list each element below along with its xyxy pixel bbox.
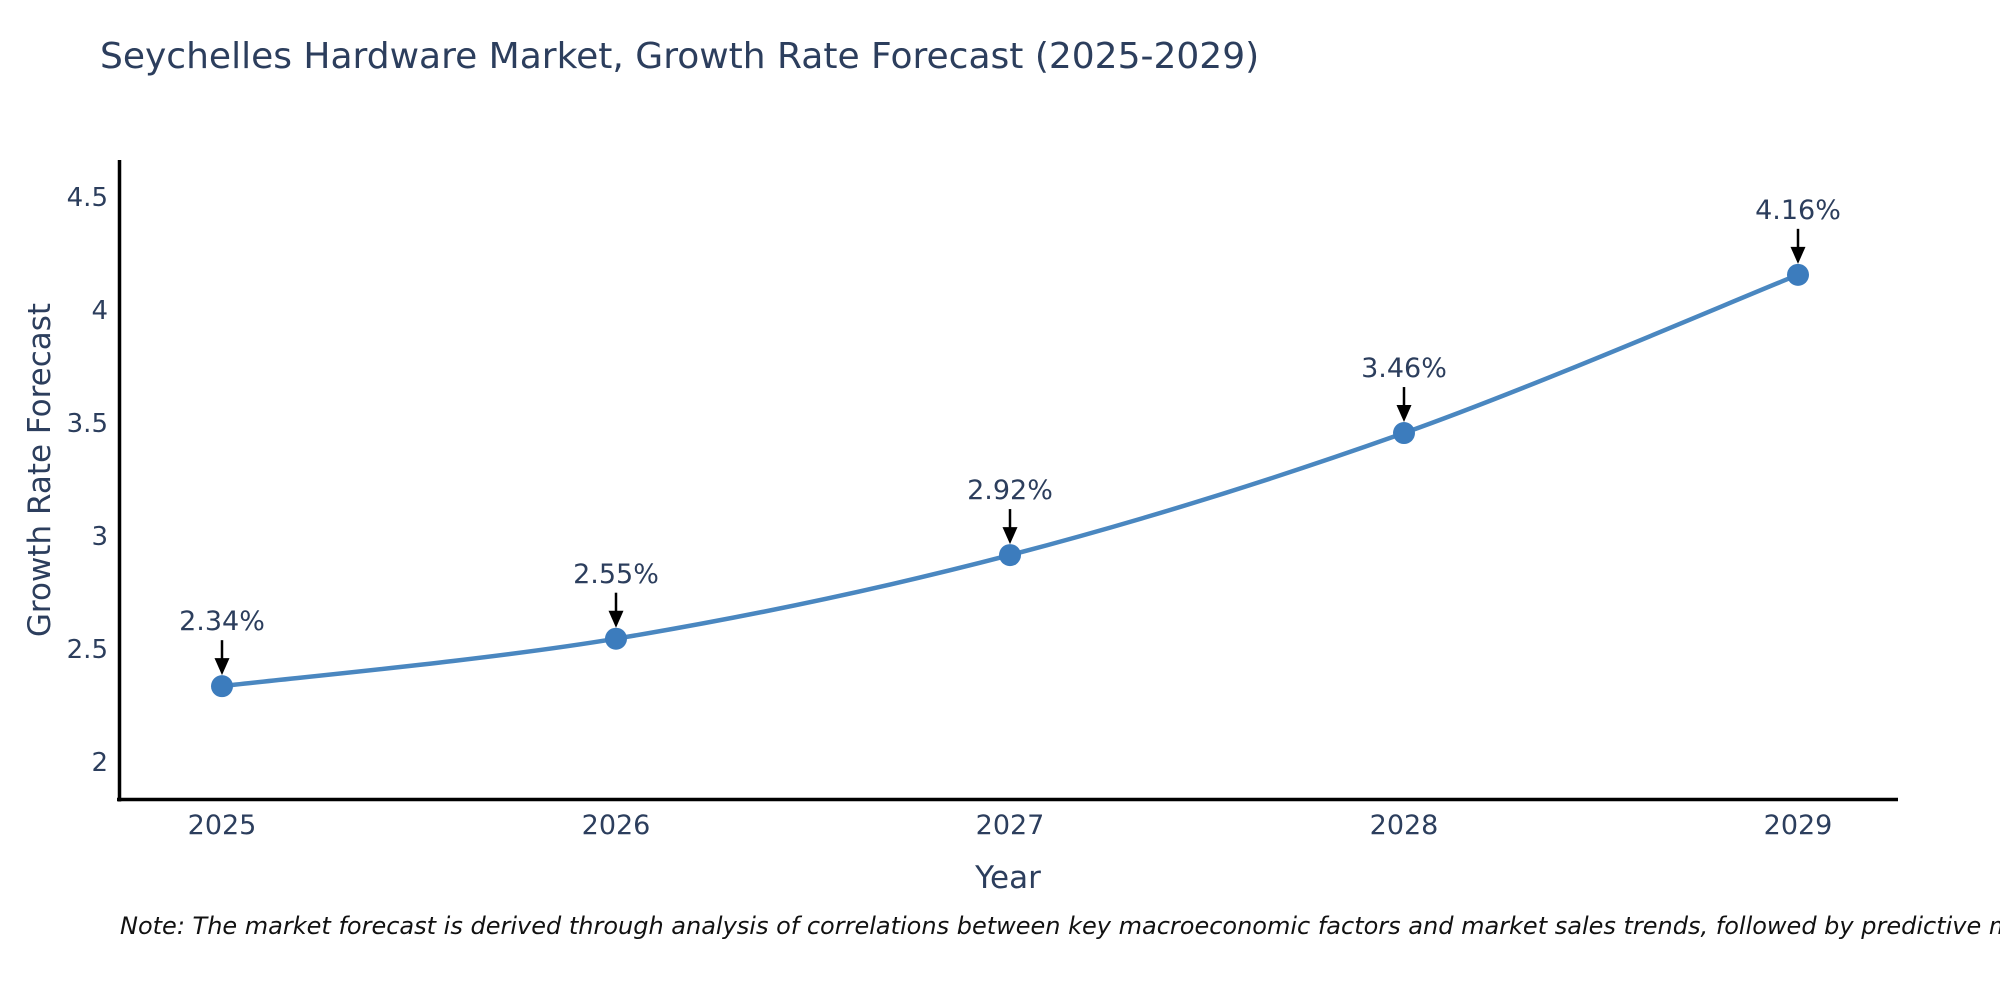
point-annotation: 2.34% [179, 606, 265, 638]
annotation-arrowhead-icon [1396, 405, 1412, 423]
data-point-marker[interactable] [1393, 422, 1415, 445]
x-tick-label: 2025 [187, 810, 257, 841]
point-annotation: 2.92% [967, 475, 1053, 507]
annotation-arrowhead-icon [1790, 246, 1806, 264]
point-annotation: 3.46% [1361, 353, 1447, 385]
x-tick-label: 2028 [1369, 810, 1439, 841]
point-annotation: 4.16% [1755, 194, 1841, 226]
x-tick-label: 2026 [581, 810, 651, 841]
chart-title: Seychelles Hardware Market, Growth Rate … [100, 36, 1260, 77]
x-tick-label: 2029 [1763, 810, 1833, 841]
y-tick-label: 4 [91, 296, 108, 326]
data-point-marker[interactable] [999, 544, 1021, 567]
point-annotation: 2.55% [573, 558, 659, 590]
y-tick-label: 4.5 [66, 183, 108, 213]
x-tick-label: 2027 [975, 810, 1045, 841]
footnote: Note: The market forecast is derived thr… [120, 912, 2000, 940]
y-tick-label: 2.5 [66, 635, 108, 665]
x-axis-title: Year [975, 860, 1041, 896]
y-tick-label: 2 [91, 748, 108, 778]
annotation-arrowhead-icon [1002, 527, 1018, 545]
y-tick-label: 3.5 [66, 409, 108, 439]
y-tick-label: 3 [91, 522, 108, 552]
annotation-arrowhead-icon [608, 610, 624, 628]
annotation-arrowhead-icon [214, 658, 230, 676]
data-point-marker[interactable] [605, 627, 627, 650]
y-axis-title: Growth Rate Forecast [22, 302, 58, 638]
data-point-marker[interactable] [211, 675, 233, 698]
data-point-marker[interactable] [1787, 263, 1809, 286]
